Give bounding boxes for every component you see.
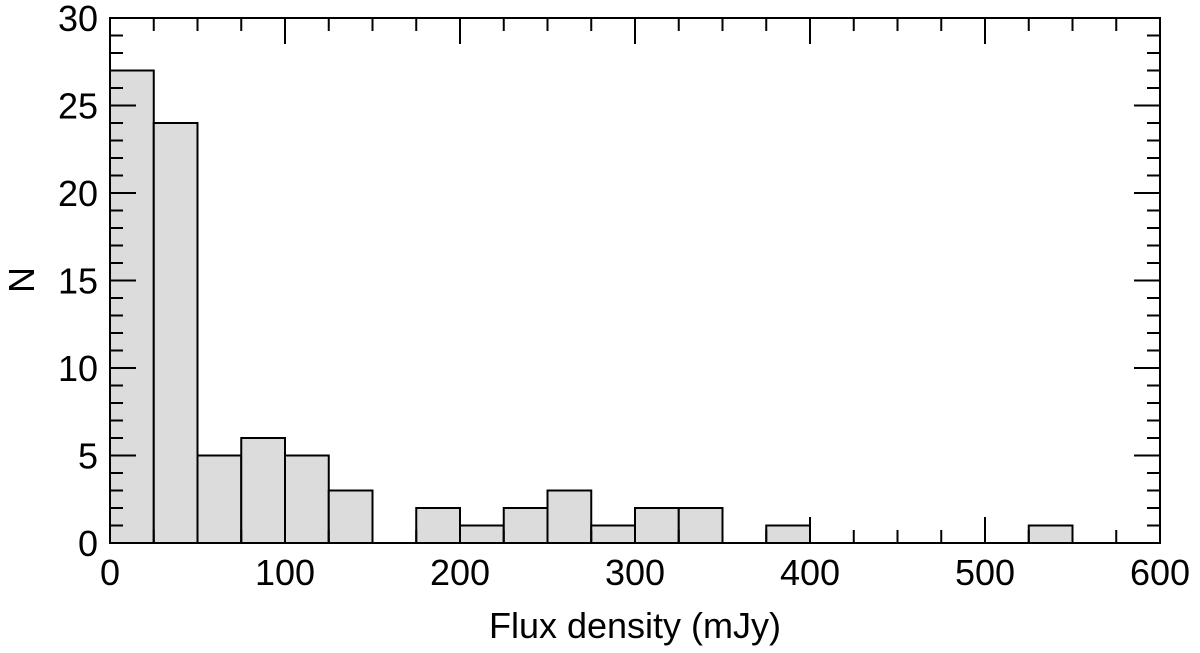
x-tick-label: 300 — [605, 552, 665, 593]
histogram-bar — [634, 507, 680, 544]
x-tick-label: 500 — [955, 552, 1015, 593]
histogram-bar — [327, 489, 374, 544]
y-axis-label: N — [1, 267, 42, 293]
y-tick-label: 10 — [58, 348, 98, 389]
x-tick-label: 400 — [780, 552, 840, 593]
x-axis-label: Flux density (mJy) — [489, 605, 781, 646]
histogram-bar — [196, 454, 243, 544]
x-tick-label: 0 — [100, 552, 120, 593]
y-tick-label: 15 — [58, 261, 98, 302]
x-tick-label: 200 — [430, 552, 490, 593]
histogram-bar — [502, 507, 549, 544]
histogram-bar — [284, 454, 330, 544]
histogram-bar — [152, 122, 199, 544]
tick-labels-layer: 0 100 200 300 400 500 600 0 5 10 15 20 25 30 — [58, 0, 1190, 593]
y-tick-label: 5 — [78, 436, 98, 477]
histogram-bar — [459, 524, 505, 544]
histogram-bar — [765, 524, 811, 544]
histogram-bar — [546, 489, 593, 544]
histogram-bar — [1027, 524, 1074, 544]
histogram-bar — [677, 507, 724, 544]
y-tick-label: 0 — [78, 523, 98, 564]
x-tick-label: 600 — [1130, 552, 1190, 593]
plot-frame — [109, 17, 1161, 544]
x-tick-label: 100 — [255, 552, 315, 593]
bars-layer — [109, 69, 1074, 544]
histogram-bar — [415, 507, 461, 544]
y-tick-label: 30 — [58, 0, 98, 39]
y-tick-label: 20 — [58, 173, 98, 214]
histogram-bar — [240, 437, 286, 544]
y-tick-label: 25 — [58, 86, 98, 127]
histogram-bar — [590, 524, 636, 544]
